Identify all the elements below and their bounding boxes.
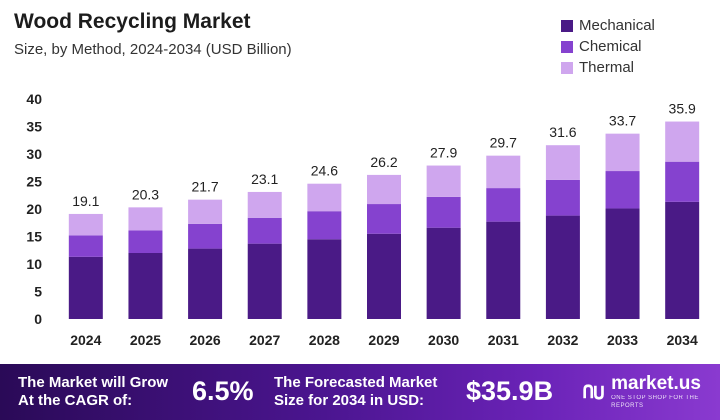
bar-total-label: 35.9 bbox=[669, 101, 696, 117]
bar-segment-thermal bbox=[188, 199, 223, 224]
legend-swatch-chemical bbox=[561, 40, 573, 53]
bar-segment-thermal bbox=[545, 145, 580, 180]
forecast-value: $35.9B bbox=[466, 376, 554, 406]
bar-total-label: 31.6 bbox=[549, 124, 576, 140]
legend-label-mechanical: Mechanical bbox=[579, 17, 655, 34]
bar-segment-chemical bbox=[545, 179, 580, 216]
bar-total-label: 19.1 bbox=[72, 193, 99, 209]
legend-item-chemical: Chemical bbox=[561, 36, 655, 57]
legend-label-chemical: Chemical bbox=[579, 38, 642, 55]
bar-segment-chemical bbox=[247, 217, 282, 244]
cagr-caption-line2: At the CAGR of: bbox=[18, 392, 133, 409]
bar-segment-mechanical bbox=[128, 253, 163, 319]
bar-segment-thermal bbox=[367, 174, 401, 205]
bar-segment-thermal bbox=[68, 213, 103, 236]
bar-segment-thermal bbox=[605, 133, 640, 172]
x-tick-label: 2032 bbox=[547, 332, 578, 348]
bar-segment-mechanical bbox=[605, 208, 640, 319]
forecast-caption-line1: The Forecasted Market bbox=[274, 374, 438, 391]
legend-swatch-mechanical bbox=[561, 19, 573, 32]
x-tick-label: 2031 bbox=[488, 332, 519, 348]
bar-segment-thermal bbox=[247, 191, 282, 218]
bar-total-label: 20.3 bbox=[132, 186, 159, 202]
x-tick-label: 2028 bbox=[309, 332, 340, 348]
bar-segment-mechanical bbox=[367, 233, 401, 319]
bar-segment-chemical bbox=[128, 230, 163, 253]
bar-total-label: 23.1 bbox=[251, 171, 278, 187]
market-us-logo: market.us ONE STOP SHOP FOR THE REPORTS bbox=[582, 374, 720, 410]
market-us-logo-text: market.us ONE STOP SHOP FOR THE REPORTS bbox=[611, 374, 720, 410]
brand-tagline: ONE STOP SHOP FOR THE REPORTS bbox=[611, 395, 699, 409]
y-tick-label: 30 bbox=[26, 146, 42, 162]
cagr-caption-line1: The Market will Grow bbox=[18, 374, 169, 391]
y-tick-label: 15 bbox=[26, 229, 42, 245]
bar-segment-thermal bbox=[486, 155, 521, 189]
chart-subtitle: Size, by Method, 2024-2034 (USD Billion) bbox=[14, 41, 292, 58]
footer-banner: The Market will Grow At the CAGR of: 6.5… bbox=[0, 364, 720, 420]
forecast-caption: The Forecasted Market Size for 2034 in U… bbox=[274, 374, 437, 410]
bar-segment-chemical bbox=[367, 204, 401, 234]
bar-segment-chemical bbox=[188, 223, 223, 249]
bar-segment-thermal bbox=[128, 207, 163, 231]
x-tick-label: 2029 bbox=[368, 332, 399, 348]
bar-total-label: 27.9 bbox=[430, 145, 457, 161]
x-tick-label: 2024 bbox=[70, 332, 101, 348]
bar-total-label: 29.7 bbox=[490, 135, 517, 151]
bar-total-label: 33.7 bbox=[609, 113, 636, 129]
bar-segment-thermal bbox=[307, 183, 342, 212]
legend-item-mechanical: Mechanical bbox=[561, 15, 655, 36]
bar-segment-chemical bbox=[486, 188, 521, 222]
cagr-caption: The Market will Grow At the CAGR of: bbox=[18, 374, 168, 410]
market-us-logo-icon bbox=[583, 384, 604, 400]
y-tick-label: 25 bbox=[26, 174, 42, 190]
bar-segment-thermal bbox=[426, 165, 461, 197]
bar-segment-mechanical bbox=[188, 248, 223, 319]
bar-segment-thermal bbox=[665, 121, 700, 162]
y-tick-label: 0 bbox=[34, 311, 42, 327]
chart-title: Wood Recycling Market bbox=[14, 10, 251, 33]
bar-segment-chemical bbox=[426, 196, 461, 228]
legend-swatch-thermal bbox=[561, 61, 573, 74]
y-tick-label: 10 bbox=[26, 256, 42, 272]
bar-segment-mechanical bbox=[247, 243, 282, 319]
legend-item-thermal: Thermal bbox=[561, 57, 655, 78]
y-tick-label: 20 bbox=[26, 201, 42, 217]
bar-segment-mechanical bbox=[426, 227, 461, 319]
bar-segment-mechanical bbox=[307, 239, 342, 319]
x-tick-label: 2034 bbox=[667, 332, 698, 348]
bar-segment-mechanical bbox=[68, 256, 103, 319]
bar-total-label: 24.6 bbox=[311, 163, 338, 179]
legend-label-thermal: Thermal bbox=[579, 59, 635, 76]
cagr-value: 6.5% bbox=[192, 376, 254, 406]
bar-total-label: 26.2 bbox=[370, 154, 397, 170]
y-tick-label: 5 bbox=[34, 284, 42, 300]
bar-segment-mechanical bbox=[665, 201, 700, 319]
bar-segment-chemical bbox=[665, 161, 700, 202]
bar-segment-mechanical bbox=[486, 221, 521, 319]
x-tick-label: 2030 bbox=[428, 332, 459, 348]
bar-total-label: 21.7 bbox=[191, 179, 218, 195]
x-tick-label: 2027 bbox=[249, 332, 280, 348]
brand-name: market.us bbox=[611, 373, 701, 394]
stacked-bar-chart: 051015202530354019.1202420.3202521.72026… bbox=[26, 91, 700, 348]
x-tick-label: 2025 bbox=[130, 332, 161, 348]
bar-segment-chemical bbox=[307, 211, 342, 240]
legend: Mechanical Chemical Thermal bbox=[561, 15, 655, 78]
bar-segment-chemical bbox=[68, 235, 103, 257]
x-tick-label: 2033 bbox=[607, 332, 638, 348]
y-tick-label: 40 bbox=[26, 91, 42, 107]
bar-segment-chemical bbox=[605, 171, 640, 209]
y-tick-label: 35 bbox=[26, 119, 42, 135]
forecast-caption-line2: Size for 2034 in USD: bbox=[274, 392, 425, 409]
bar-segment-mechanical bbox=[545, 215, 580, 319]
x-tick-label: 2026 bbox=[190, 332, 221, 348]
